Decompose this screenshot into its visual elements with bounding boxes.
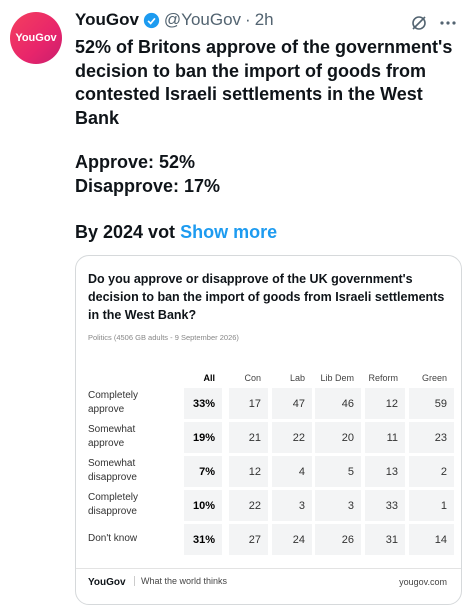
row-label: Somewhat disapprove: [88, 458, 137, 483]
footer-tagline: What the world thinks: [134, 576, 227, 586]
table-cell: 33: [365, 490, 405, 521]
table-cell: 26: [315, 524, 361, 555]
table-cell: 2: [409, 456, 454, 487]
table-cell: 19%: [184, 422, 222, 453]
column-header: Reform: [368, 373, 398, 383]
truncated-line: By 2024 vot Show more: [75, 222, 277, 243]
table-cell: 23: [409, 422, 454, 453]
handle[interactable]: @YouGov: [163, 10, 242, 29]
table-cell: 59: [409, 388, 454, 419]
author-name[interactable]: YouGov: [75, 10, 139, 29]
table-cell: 12: [365, 388, 405, 419]
tweet-stat: Approve: 52%: [75, 152, 196, 172]
table-cell: 31%: [184, 524, 222, 555]
tweet-icons[interactable]: [410, 14, 460, 32]
row-label: Completely disapprove: [88, 492, 139, 517]
row-label: Completely approve: [88, 390, 139, 415]
separator: ·: [245, 10, 251, 29]
avatar[interactable]: YouGov: [10, 12, 62, 64]
table-cell: 3: [272, 490, 312, 521]
tweet-line: decision to ban the import of goods from: [75, 60, 426, 81]
table-cell: 13: [365, 456, 405, 487]
table-cell: 12: [229, 456, 268, 487]
table-cell: 10%: [184, 490, 222, 521]
card[interactable]: Do you approve or disapprove of the UK g…: [75, 255, 462, 605]
table-cell: 11: [365, 422, 405, 453]
tweet-line: contested Israeli settlements in the Wes…: [75, 84, 423, 104]
truncated-text: By 2024 vot: [75, 222, 176, 242]
table-cell: 1: [409, 490, 454, 521]
table-cell: 5: [315, 456, 361, 487]
table-cell: 14: [409, 524, 454, 555]
table-cell: 46: [315, 388, 361, 419]
table-cell: 3: [315, 490, 361, 521]
row-label: Don't know: [88, 533, 138, 544]
table-cell: 31: [365, 524, 405, 555]
tweet-stat: Disapprove: 17%: [75, 176, 221, 196]
verified-badge: [143, 12, 160, 28]
table-cell: 24: [272, 524, 312, 555]
show-more[interactable]: Show more: [180, 222, 278, 242]
tweet-line: Bank: [75, 107, 120, 128]
table-cell: 7%: [184, 456, 222, 487]
table-cell: 20: [315, 422, 361, 453]
table-cell: 22: [272, 422, 312, 453]
column-header: Lab: [289, 373, 305, 383]
author-row: YouGov @YouGov · 2h: [75, 10, 274, 30]
card-subtitle: Politics (4506 GB adults - 9 September 2…: [88, 333, 239, 342]
column-header: Con: [244, 373, 261, 383]
table-cell: 17: [229, 388, 268, 419]
table-cell: 4: [272, 456, 312, 487]
table-cell: 21: [229, 422, 268, 453]
card-title: Do you approve or disapprove of the UK g…: [88, 272, 445, 322]
table-cell: 27: [229, 524, 268, 555]
footer-brand: YouGov: [88, 577, 126, 588]
column-header: Lib Dem: [320, 373, 354, 383]
table-cell: 22: [229, 490, 268, 521]
tweet-line: 52% of Britons approve of the government…: [75, 37, 453, 57]
footer-url: yougov.com: [399, 577, 447, 587]
avatar-text: YouGov: [15, 32, 57, 44]
time[interactable]: 2h: [254, 10, 274, 29]
row-label: Somewhat approve: [88, 424, 136, 449]
footer-divider: [76, 568, 461, 569]
column-header: Green: [421, 373, 447, 383]
table-cell: 47: [272, 388, 312, 419]
column-header: All: [203, 373, 215, 383]
table-cell: 33%: [184, 388, 222, 419]
